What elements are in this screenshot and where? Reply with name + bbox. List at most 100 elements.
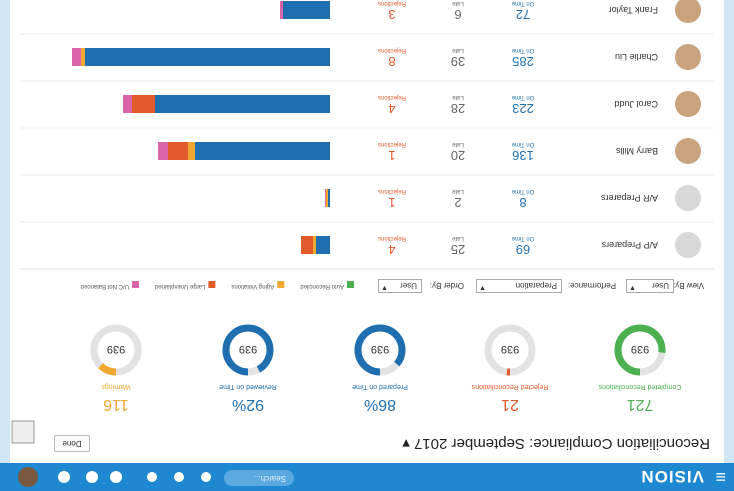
- bar-segment: [283, 1, 330, 19]
- bar-segment: [168, 142, 188, 160]
- filter-label: Performance:: [567, 281, 616, 290]
- bar-segment: [325, 189, 326, 207]
- bar-segment: [195, 142, 330, 160]
- row-value: 25: [450, 242, 466, 257]
- column-label: Late: [452, 94, 464, 100]
- legend-swatch: [347, 281, 354, 288]
- icon[interactable]: [86, 471, 98, 483]
- dropdown-arrow[interactable]: ▼: [381, 284, 388, 291]
- column-label: Late: [452, 47, 464, 53]
- user-avatar[interactable]: [18, 467, 38, 487]
- bar-segment: [85, 48, 330, 66]
- kpi-label: Completed Reconciliations: [598, 383, 682, 390]
- kpi-value: 116: [103, 396, 129, 413]
- row-name: Charlie Liu: [614, 52, 658, 62]
- kpi-value: 721: [626, 396, 654, 413]
- legend-label: Aging Violations: [231, 283, 275, 289]
- filter-label: View By:: [673, 281, 704, 290]
- row-value: 4: [388, 101, 396, 116]
- donut-center: 939: [107, 343, 125, 355]
- bar-segment: [158, 142, 168, 160]
- row-name: Carol Judd: [614, 99, 658, 109]
- dropdown-arrow[interactable]: ▼: [629, 284, 636, 291]
- column-label: On Time: [511, 0, 535, 6]
- row-value: 285: [512, 54, 534, 69]
- row-value: 3: [388, 7, 396, 22]
- bar-segment: [313, 236, 316, 254]
- row-name: Frank Taylor: [608, 5, 658, 15]
- bar-segment: [280, 1, 283, 19]
- row-value: 223: [512, 101, 534, 116]
- kpi-label: Prepared on Time: [352, 383, 408, 390]
- dropdown-value: User: [652, 281, 669, 290]
- avatar: [675, 91, 701, 117]
- column-label: Late: [452, 235, 464, 241]
- icon[interactable]: [201, 472, 211, 482]
- avatar: [675, 44, 701, 70]
- row-value: 2: [454, 195, 462, 210]
- kpi-label: Warnings: [101, 383, 131, 390]
- column-label: Rejections: [378, 0, 407, 6]
- legend-label: Auto Reconciled: [300, 283, 344, 289]
- bar-segment: [132, 95, 155, 113]
- donut-center: 939: [371, 343, 389, 355]
- bar-segment: [316, 236, 330, 254]
- column-label: On Time: [511, 235, 535, 241]
- row-name: A/R Preparers: [600, 193, 658, 203]
- bar-segment: [72, 48, 81, 66]
- donut-center: 939: [501, 343, 519, 355]
- kpi-label: Rejected Reconciliations: [471, 383, 549, 390]
- dropdown-value: User: [400, 281, 417, 290]
- row-value: 20: [450, 148, 466, 163]
- row-name: Barry Mills: [616, 146, 658, 156]
- avatar: [675, 138, 701, 164]
- row-value: 28: [450, 101, 466, 116]
- kpi-value: 86%: [363, 396, 397, 413]
- icon[interactable]: [147, 472, 157, 482]
- dropdown-arrow[interactable]: ▼: [479, 284, 486, 291]
- column-label: On Time: [511, 141, 535, 147]
- column-label: Rejections: [378, 141, 407, 147]
- avatar: [675, 185, 701, 211]
- kpi-value: 92%: [231, 396, 265, 413]
- column-label: On Time: [511, 94, 535, 100]
- row-value: 8: [519, 195, 527, 210]
- donut-center: 939: [631, 343, 649, 355]
- column-label: Rejections: [378, 47, 407, 53]
- bar-segment: [123, 95, 132, 113]
- avatar: [675, 0, 701, 23]
- bar-segment: [328, 189, 330, 207]
- donut-arc: [354, 324, 406, 376]
- column-label: On Time: [511, 188, 535, 194]
- row-value: 4: [388, 242, 396, 257]
- row-name: A/P Preparers: [601, 240, 658, 250]
- row-value: 1: [388, 195, 396, 210]
- donut-arc: [484, 324, 536, 376]
- dropdown-value: Preparation: [515, 281, 557, 290]
- dropdown[interactable]: Preparation: [476, 279, 562, 293]
- top-bar: ≡ VISION Search...: [0, 463, 734, 491]
- column-label: On Time: [511, 47, 535, 53]
- row-value: 72: [515, 7, 531, 22]
- donut-arc: [90, 324, 142, 376]
- bar-segment: [326, 189, 328, 207]
- legend-swatch: [277, 281, 285, 288]
- legend-swatch: [132, 281, 139, 288]
- column-label: Late: [452, 0, 464, 6]
- row-value: 8: [388, 54, 396, 69]
- icon[interactable]: [110, 471, 122, 483]
- column-label: Rejections: [378, 94, 407, 100]
- row-value: 136: [512, 148, 534, 163]
- icon[interactable]: [174, 472, 184, 482]
- icon[interactable]: [58, 471, 70, 483]
- kpi-value: 21: [501, 396, 519, 413]
- bar-segment: [155, 95, 330, 113]
- export-icon[interactable]: [11, 420, 35, 444]
- row-value: 69: [515, 242, 531, 257]
- column-label: Late: [452, 141, 464, 147]
- legend-label: Large Unexplained: [155, 283, 206, 289]
- legend-swatch: [208, 281, 216, 288]
- donut-arc: [222, 324, 274, 376]
- avatar: [675, 232, 701, 258]
